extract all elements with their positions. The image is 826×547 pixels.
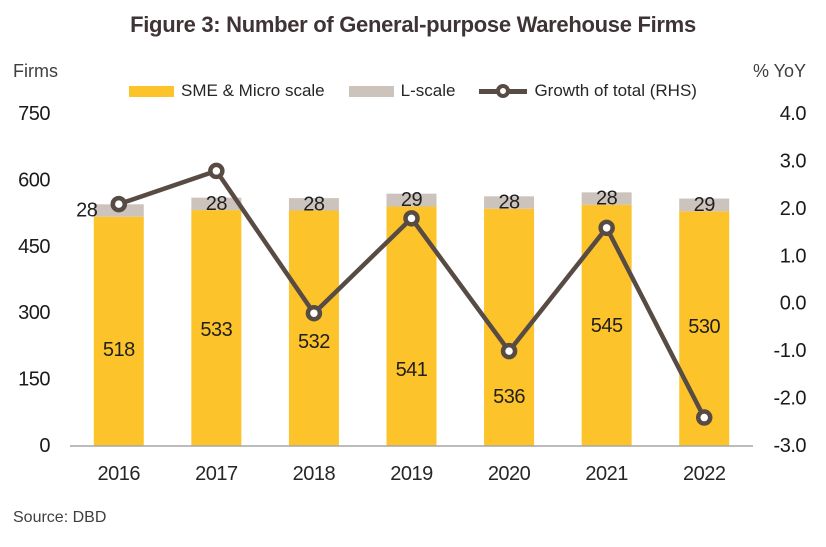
bar-sme-2018	[288, 210, 339, 446]
legend-item-sme: SME & Micro scale	[129, 81, 325, 101]
right-axis-tick: 0.0	[780, 293, 807, 315]
right-axis-tick: -3.0	[774, 435, 807, 457]
growth-marker-2019	[403, 210, 420, 227]
growth-marker-2020	[500, 342, 518, 360]
bar-value-label: 545	[591, 315, 623, 337]
legend-swatch-sme	[129, 85, 175, 97]
growth-marker-2016	[110, 195, 128, 213]
left-axis-tick: 750	[18, 103, 50, 125]
x-axis-label-2016: 2016	[98, 463, 141, 485]
bar-lscale-2020	[484, 196, 535, 209]
bar-value-label: 518	[103, 339, 135, 361]
bar-lscale-2019	[386, 193, 437, 207]
growth-marker-2018	[305, 304, 323, 322]
x-axis-label-2021: 2021	[585, 463, 628, 485]
legend-line-marker-icon	[479, 83, 528, 99]
bar-lscale-2022	[679, 198, 730, 212]
x-axis-label-2017: 2017	[195, 463, 238, 485]
bar-value-label: 533	[200, 319, 232, 341]
bar-value-label: 541	[396, 359, 428, 381]
legend-item-growth: Growth of total (RHS)	[479, 81, 697, 101]
lscale-value-label: 28	[596, 188, 618, 210]
right-axis-tick: 1.0	[780, 245, 807, 267]
legend-item-lscale: L-scale	[348, 81, 456, 101]
source-note: Source: DBD	[13, 509, 107, 526]
legend-label-lscale: L-scale	[400, 81, 456, 100]
left-axis-tick: 450	[18, 236, 50, 258]
bar-sme-2016	[93, 216, 144, 446]
bar-value-label: 536	[493, 386, 525, 408]
right-axis-tick: -2.0	[774, 388, 807, 410]
left-axis-tick: 300	[18, 302, 50, 324]
bar-value-label: 530	[688, 316, 720, 338]
right-axis-tick: 3.0	[780, 150, 807, 172]
lscale-value-label: 29	[694, 194, 716, 216]
chart-title: Figure 3: Number of General-purpose Ware…	[130, 12, 696, 37]
left-axis-tick: 600	[18, 169, 50, 191]
lscale-value-label: 28	[303, 193, 325, 215]
right-axis-tick: -1.0	[774, 340, 807, 362]
bar-sme-2017	[191, 210, 242, 446]
legend-label-sme: SME & Micro scale	[181, 81, 325, 100]
left-axis-unit-label: Firms	[13, 61, 58, 81]
left-axis-tick: 0	[39, 435, 50, 457]
lscale-value-label: 29	[401, 189, 423, 211]
lscale-value-label: 28	[498, 192, 520, 214]
legend-label-growth: Growth of total (RHS)	[534, 81, 697, 100]
x-axis-label-2019: 2019	[390, 463, 433, 485]
x-axis-label-2018: 2018	[293, 463, 336, 485]
bar-value-label: 532	[298, 331, 330, 353]
left-axis-tick: 150	[18, 369, 50, 391]
right-axis-unit-label: % YoY	[752, 61, 806, 81]
bar-lscale-2017	[191, 197, 242, 211]
growth-marker-2021	[598, 219, 615, 237]
bar-lscale-2021	[581, 192, 632, 205]
bar-sme-2022	[679, 211, 730, 446]
growth-marker-2022	[695, 409, 713, 426]
legend: SME & Micro scale L-scale Growth of tota…	[0, 81, 826, 101]
bar-lscale-2018	[288, 198, 339, 211]
lscale-value-label: 28	[206, 193, 228, 215]
x-axis-label-2022: 2022	[683, 463, 726, 485]
lscale-value-label: 28	[76, 200, 98, 222]
legend-swatch-lscale	[348, 85, 394, 97]
right-axis-tick: 2.0	[780, 198, 807, 220]
bar-sme-2021	[581, 204, 632, 446]
right-axis-tick: 4.0	[780, 103, 807, 125]
growth-marker-2017	[208, 162, 225, 180]
x-axis-label-2020: 2020	[488, 463, 531, 485]
bar-sme-2019	[386, 206, 437, 446]
